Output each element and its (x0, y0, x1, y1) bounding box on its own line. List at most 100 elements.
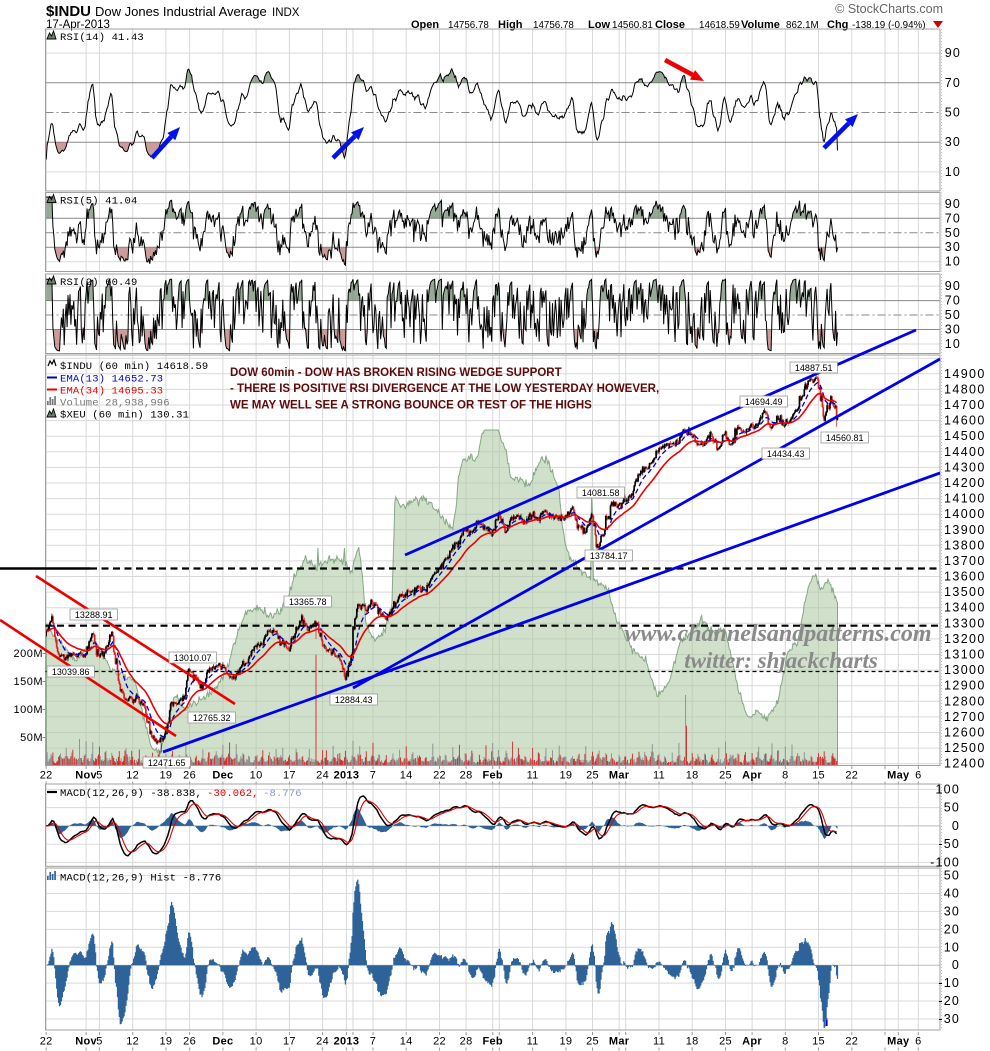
svg-text:13288.91: 13288.91 (75, 610, 113, 620)
svg-text:Apr: Apr (742, 770, 762, 782)
svg-text:Open: Open (411, 19, 439, 31)
svg-text:12471.65: 12471.65 (148, 758, 186, 768)
svg-text:10: 10 (250, 1036, 263, 1048)
svg-text:7: 7 (370, 1036, 376, 1048)
svg-text:12: 12 (126, 1036, 139, 1048)
svg-text:INDX: INDX (272, 7, 300, 19)
svg-text:-100: -100 (930, 855, 960, 869)
svg-text:MACD(12,26,9) Hist -8.776: MACD(12,26,9) Hist -8.776 (60, 873, 221, 885)
svg-text:50: 50 (945, 308, 961, 322)
svg-text:Mar: Mar (609, 770, 630, 782)
svg-text:14: 14 (400, 770, 413, 782)
svg-text:14887.51: 14887.51 (795, 363, 833, 373)
svg-text:862.1M: 862.1M (786, 20, 819, 31)
svg-text:Volume 28,938,996: Volume 28,938,996 (60, 398, 170, 410)
svg-text:13900: 13900 (944, 523, 986, 537)
svg-text:11: 11 (653, 770, 665, 782)
svg-text:50: 50 (944, 801, 960, 815)
svg-text:12500: 12500 (944, 741, 986, 755)
svg-text:11: 11 (527, 1036, 539, 1048)
svg-text:0: 0 (952, 819, 960, 833)
svg-text:14081.58: 14081.58 (582, 488, 620, 498)
svg-text:Nov: Nov (75, 1036, 97, 1048)
svg-text:14: 14 (400, 1036, 413, 1048)
svg-text:12884.43: 12884.43 (335, 695, 373, 705)
svg-text:12600: 12600 (944, 726, 986, 740)
svg-text:14756.78: 14756.78 (533, 20, 574, 31)
svg-text:30: 30 (945, 240, 961, 254)
svg-text:17: 17 (283, 770, 296, 782)
svg-text:2013: 2013 (334, 770, 360, 782)
svg-text:24: 24 (316, 1036, 329, 1048)
svg-text:25: 25 (586, 770, 599, 782)
svg-text:150M: 150M (13, 676, 43, 688)
svg-text:www.channelsandpatterns.com: www.channelsandpatterns.com (624, 621, 931, 647)
svg-text:-138.19 (-0.94%): -138.19 (-0.94%) (852, 20, 926, 31)
svg-text:13365.78: 13365.78 (289, 597, 327, 607)
svg-text:13784.17: 13784.17 (590, 551, 628, 561)
svg-text:22: 22 (433, 1036, 446, 1048)
svg-text:6: 6 (915, 1036, 921, 1048)
svg-text:90: 90 (945, 197, 961, 211)
svg-text:Low: Low (588, 19, 610, 31)
svg-text:26: 26 (183, 1036, 196, 1048)
svg-text:14434.43: 14434.43 (767, 449, 805, 459)
svg-text:18: 18 (686, 770, 699, 782)
svg-text:19: 19 (559, 770, 572, 782)
svg-text:DOW 60min - DOW HAS BROKEN RIS: DOW 60min - DOW HAS BROKEN RISING WEDGE … (230, 367, 562, 379)
svg-text:13400: 13400 (944, 601, 986, 615)
svg-text:6: 6 (915, 770, 921, 782)
svg-text:19: 19 (159, 770, 172, 782)
svg-text:200M: 200M (13, 648, 43, 660)
svg-text:RSI(5) 41.04: RSI(5) 41.04 (60, 196, 137, 208)
svg-text:22: 22 (40, 1036, 53, 1048)
svg-text:RSI(14) 41.43: RSI(14) 41.43 (60, 32, 144, 44)
svg-text:13010.07: 13010.07 (174, 653, 212, 663)
svg-text:Feb: Feb (482, 1036, 502, 1048)
svg-text:10: 10 (944, 940, 960, 954)
svg-text:40: 40 (944, 887, 960, 901)
svg-text:12765.32: 12765.32 (193, 713, 231, 723)
svg-text:-8.776: -8.776 (263, 788, 302, 800)
svg-text:14694.49: 14694.49 (745, 397, 783, 407)
svg-text:13100: 13100 (944, 648, 986, 662)
svg-text:5: 5 (96, 1036, 102, 1048)
svg-text:12800: 12800 (944, 694, 986, 708)
svg-text:13300: 13300 (944, 616, 986, 630)
svg-text:28: 28 (460, 770, 473, 782)
svg-text:70: 70 (945, 294, 961, 308)
svg-text:15: 15 (812, 770, 825, 782)
svg-text:13039.86: 13039.86 (52, 667, 90, 677)
svg-text:19: 19 (159, 1036, 172, 1048)
svg-text:10: 10 (945, 337, 961, 351)
svg-text:70: 70 (945, 211, 961, 225)
svg-text:2013: 2013 (334, 1036, 360, 1048)
svg-text:13700: 13700 (944, 554, 986, 568)
svg-text:Dec: Dec (212, 1036, 233, 1048)
svg-text:Feb: Feb (482, 770, 502, 782)
svg-text:12: 12 (126, 770, 139, 782)
svg-text:Nov: Nov (75, 770, 97, 782)
svg-text:$INDU (60 min) 14618.59: $INDU (60 min) 14618.59 (60, 361, 208, 373)
svg-text:50: 50 (945, 226, 961, 240)
svg-text:90: 90 (945, 46, 961, 60)
svg-text:70: 70 (945, 76, 961, 90)
svg-text:17: 17 (283, 1036, 296, 1048)
svg-text:twitter: shjackcharts: twitter: shjackcharts (684, 648, 878, 673)
svg-text:100M: 100M (13, 704, 43, 716)
svg-text:Mar: Mar (609, 1036, 630, 1048)
svg-text:$INDU: $INDU (46, 3, 91, 20)
svg-text:25: 25 (586, 1036, 599, 1048)
svg-text:WE MAY WELL SEE A STRONG BOUNC: WE MAY WELL SEE A STRONG BOUNCE OR TEST … (230, 399, 592, 411)
svg-text:High: High (498, 19, 523, 31)
svg-text:22: 22 (845, 770, 858, 782)
svg-text:20: 20 (944, 922, 960, 936)
svg-text:17-Apr-2013: 17-Apr-2013 (46, 19, 110, 31)
svg-text:EMA(34) 14695.33: EMA(34) 14695.33 (60, 386, 163, 398)
svg-text:14100: 14100 (944, 492, 986, 506)
svg-text:-50: -50 (938, 837, 960, 851)
svg-text:14000: 14000 (944, 507, 986, 521)
svg-text:12700: 12700 (944, 710, 986, 724)
svg-text:0: 0 (952, 958, 960, 972)
svg-text:5: 5 (96, 770, 102, 782)
